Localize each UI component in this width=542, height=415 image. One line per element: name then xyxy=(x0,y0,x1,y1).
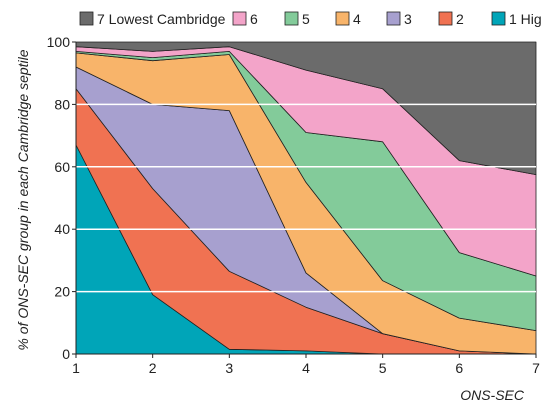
legend-item: 7 Lowest Cambridge xyxy=(79,11,226,27)
legend-swatch xyxy=(438,11,453,26)
legend-item: 1 Highest xyxy=(491,11,542,27)
y-tick-label: 100 xyxy=(47,34,71,50)
legend-item: 2 xyxy=(438,11,464,27)
x-tick-label: 6 xyxy=(455,360,463,376)
legend-item: 3 xyxy=(386,11,412,27)
legend-label: 5 xyxy=(302,11,310,27)
legend-swatch xyxy=(491,11,506,26)
legend-swatch xyxy=(335,11,350,26)
legend-label: 6 xyxy=(250,11,258,27)
legend-swatch xyxy=(284,11,299,26)
tick-labels-group: 0 20 40 60 80 100 1 2 3 4 5 6 7 xyxy=(47,34,540,376)
legend-swatch xyxy=(79,11,94,26)
y-tick-label: 60 xyxy=(54,159,70,175)
x-tick-label: 3 xyxy=(225,360,233,376)
legend-label: 7 Lowest Cambridge xyxy=(97,11,226,27)
x-tick-label: 4 xyxy=(302,360,310,376)
legend-label: 3 xyxy=(404,11,412,27)
legend-item: 6 xyxy=(232,11,258,27)
legend-label: 4 xyxy=(353,11,361,27)
y-tick-label: 0 xyxy=(62,346,70,362)
x-tick-label: 1 xyxy=(72,360,80,376)
gridlines-group xyxy=(76,103,536,293)
legend: 7 Lowest Cambridge 6 5 4 3 2 1 Highest xyxy=(79,11,542,27)
y-tick-label: 80 xyxy=(54,96,70,112)
area-series-7 xyxy=(75,41,537,176)
x-tick-label: 2 xyxy=(149,360,157,376)
legend-swatch xyxy=(386,11,401,26)
legend-item: 4 xyxy=(335,11,361,27)
y-tick-label: 40 xyxy=(54,221,70,237)
x-axis-title: ONS-SEC xyxy=(460,387,525,403)
y-tick-label: 20 xyxy=(54,284,70,300)
x-tick-label: 7 xyxy=(532,360,540,376)
x-tick-label: 5 xyxy=(379,360,387,376)
y-axis-title: % of ONS-SEC group in each Cambridge sep… xyxy=(15,49,31,350)
legend-label: 2 xyxy=(456,11,464,27)
areas-group xyxy=(75,41,537,355)
legend-item: 5 xyxy=(284,11,310,27)
legend-swatch xyxy=(232,11,247,26)
legend-label: 1 Highest xyxy=(509,11,542,27)
